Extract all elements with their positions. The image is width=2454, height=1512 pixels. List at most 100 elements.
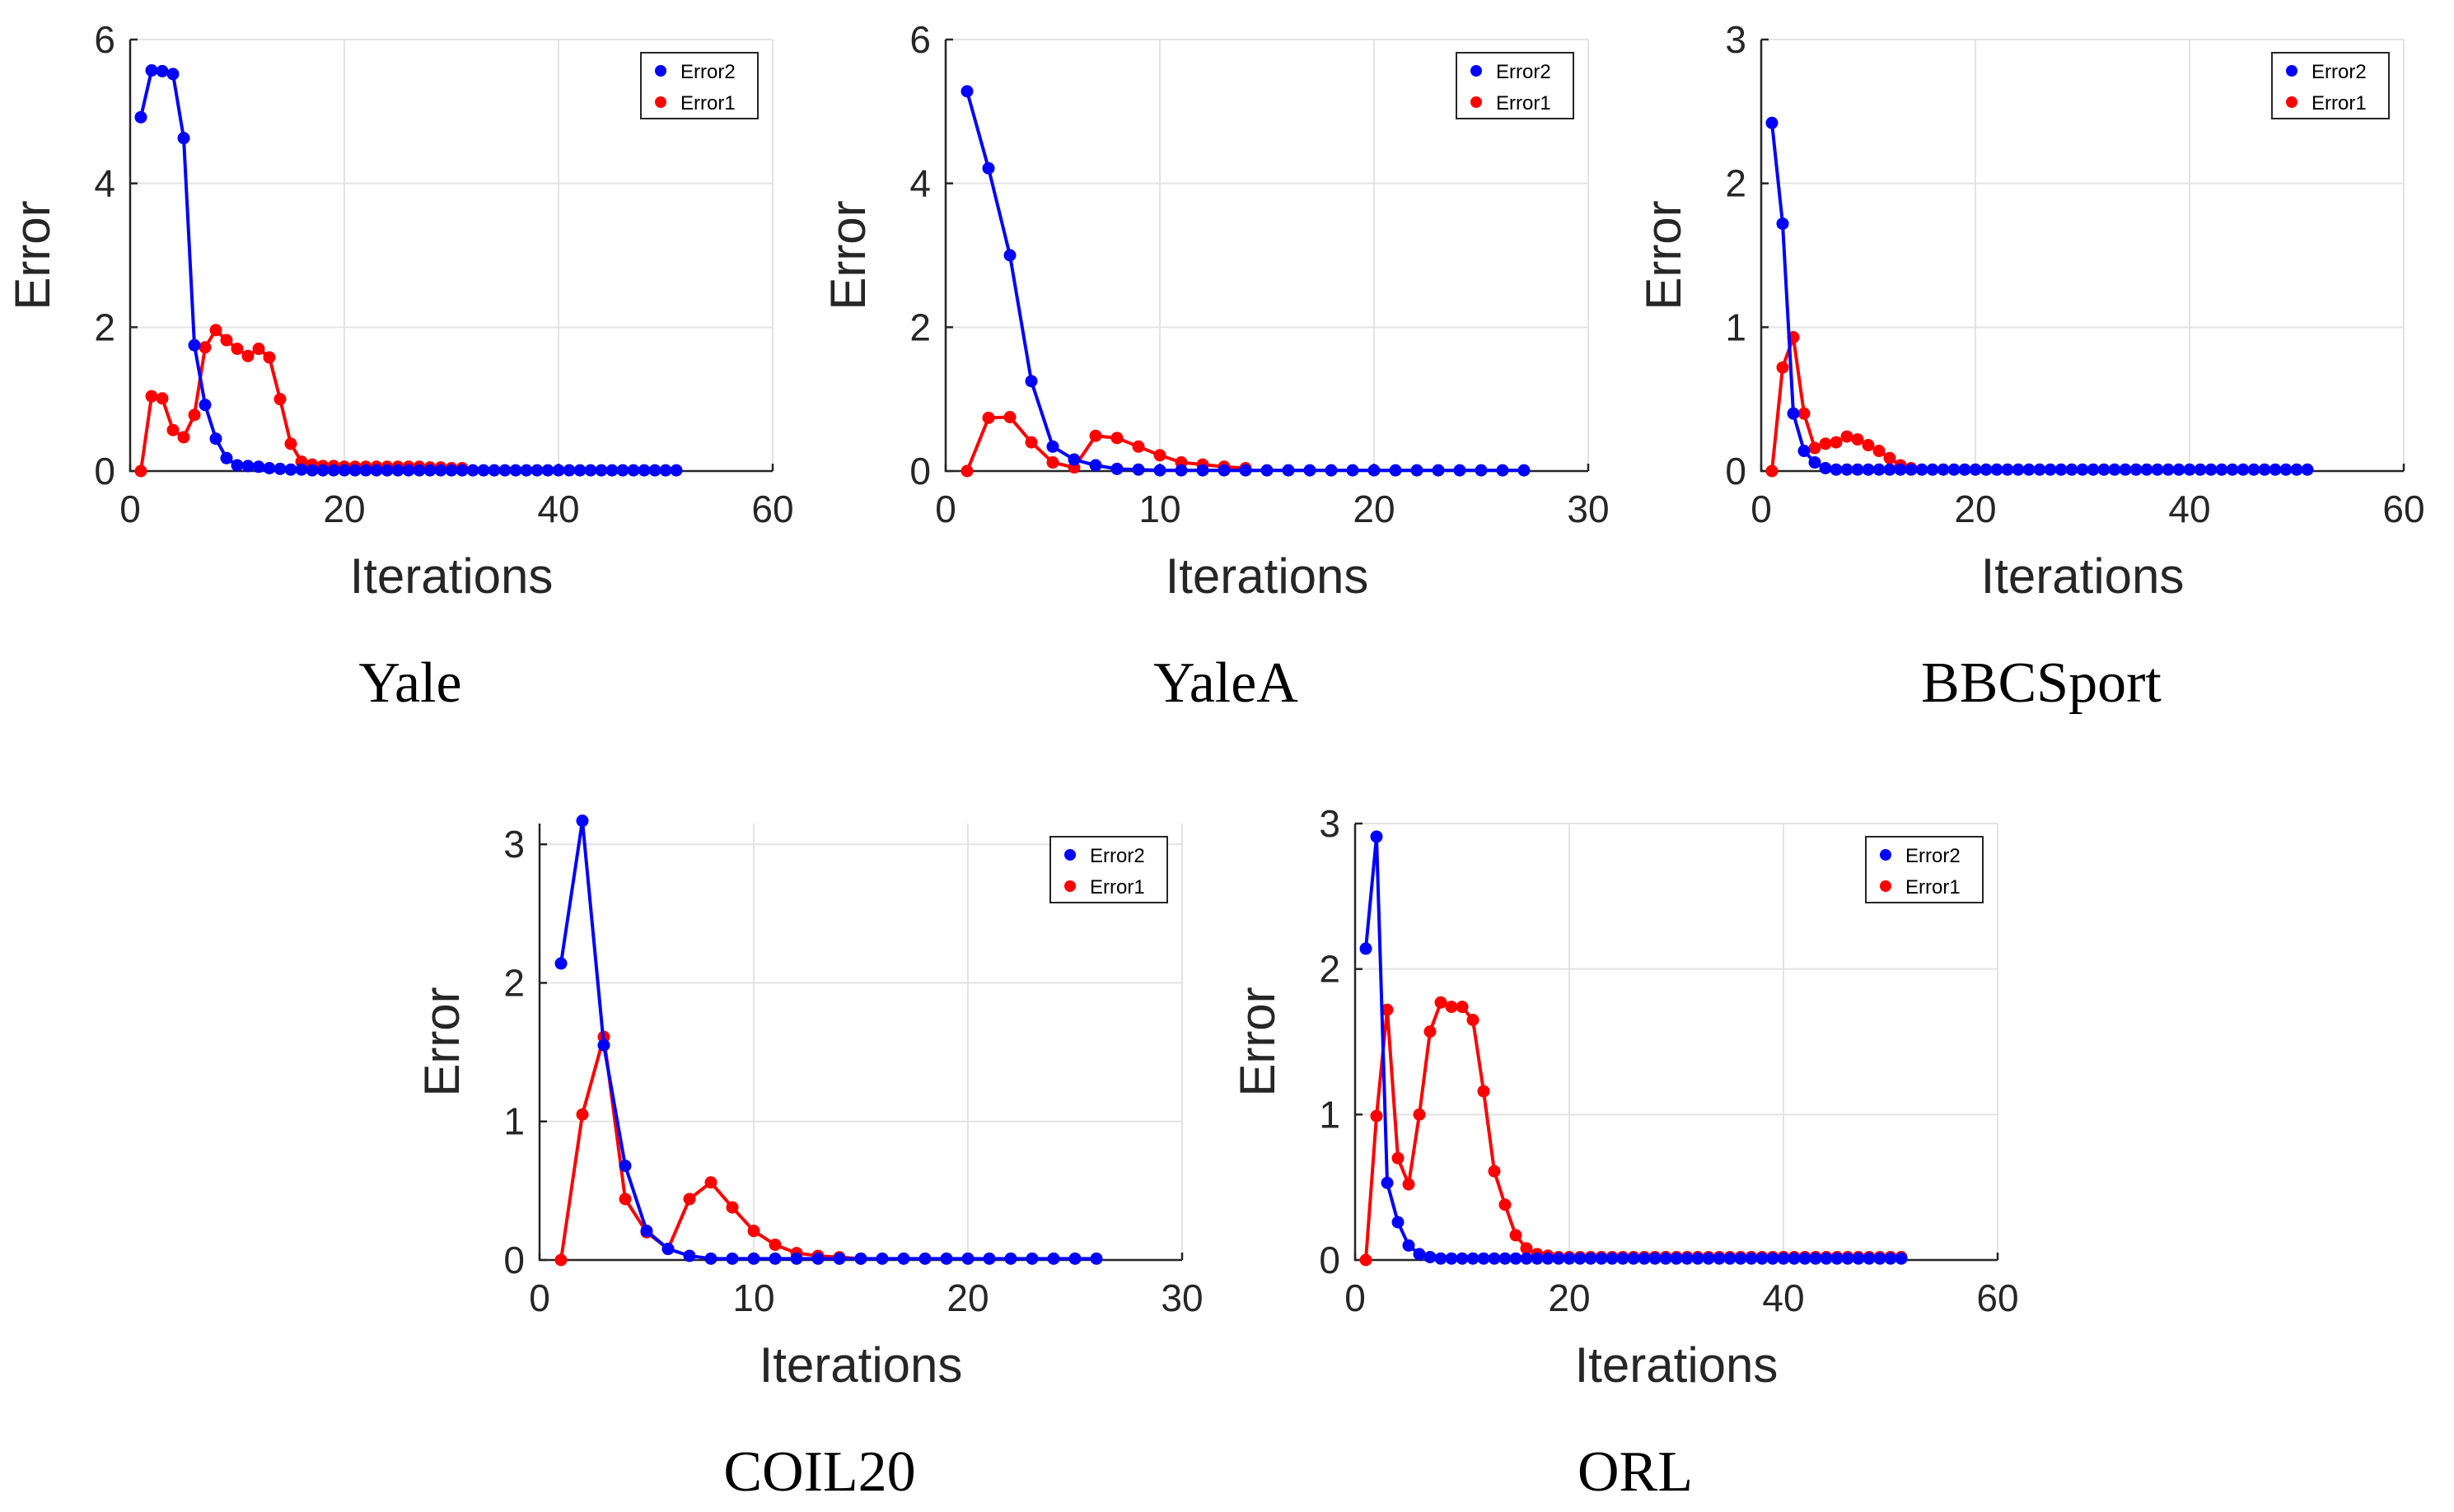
point-error1 [1423,1025,1437,1038]
point-error2 [1432,464,1445,477]
point-error1 [1477,1085,1490,1098]
legend-label-error2: Error2 [2311,61,2367,83]
point-error1 [263,351,276,364]
point-error2 [552,464,565,477]
point-error2 [2204,463,2218,476]
legend-marker-error2 [1064,849,1076,861]
legend: Error2 Error1 [2271,52,2390,119]
legend-marker-error1 [1880,880,1891,892]
point-error1 [1046,456,1059,469]
x-tick-label: 20 [323,488,365,530]
panel-caption: ORL [1578,1440,1693,1504]
point-error1 [1402,1178,1415,1191]
point-error1 [1765,464,1779,478]
point-error2 [2022,463,2036,476]
point-error2 [306,464,319,477]
point-error2 [554,957,568,970]
point-error2 [854,1252,867,1265]
point-error2 [402,464,415,477]
point-error2 [209,432,222,446]
point-error2 [477,464,490,477]
point-error2 [1691,1252,1704,1265]
point-error2 [1713,1252,1726,1265]
point-error2 [1239,464,1252,477]
point-error2 [1026,1252,1039,1265]
point-error2 [1638,1252,1651,1265]
point-error1 [1466,1014,1479,1026]
y-tick-label: 2 [909,306,931,348]
point-error1 [1488,1164,1501,1178]
point-error2 [704,1252,718,1265]
point-error2 [1466,1252,1479,1265]
legend-marker-error1 [2286,96,2297,108]
y-tick-label: 4 [94,162,115,205]
x-tick-label: 40 [1762,1276,1804,1319]
x-tick-label: 20 [1954,488,1996,530]
point-error2 [316,464,330,477]
point-error2 [1766,1252,1779,1265]
point-error2 [1089,459,1102,472]
point-error1 [726,1201,739,1214]
point-error1 [134,464,147,478]
point-error1 [241,349,255,362]
point-error2 [605,464,619,477]
point-error2 [2001,463,2014,476]
x-tick-label: 0 [119,488,141,530]
point-error1 [1872,445,1886,458]
point-error2 [1926,463,1939,476]
point-error2 [597,1038,610,1052]
point-error2 [1498,1252,1512,1265]
point-error2 [1410,464,1423,477]
point-error2 [1670,1252,1683,1265]
point-error2 [1819,462,1832,475]
legend: Error2 Error1 [1865,836,1984,903]
point-error1 [747,1225,760,1238]
point-error2 [370,464,383,477]
point-error2 [1969,463,1982,476]
point-error2 [1852,1252,1865,1265]
point-error2 [638,464,651,477]
x-axis-label: Iterations [760,1337,963,1393]
point-error2 [1370,830,1383,843]
point-error2 [573,464,587,477]
point-error2 [961,1252,975,1265]
point-error2 [1046,440,1059,453]
point-error2 [1381,1176,1394,1189]
point-error1 [1413,1108,1426,1121]
x-axis-label: Iterations [1575,1337,1779,1393]
y-tick-label: 3 [503,823,525,866]
point-error1 [576,1108,589,1121]
point-error2 [1840,463,1853,476]
point-error1 [1359,1253,1372,1267]
point-error2 [520,464,533,477]
point-error2 [1047,1252,1060,1265]
point-error2 [670,464,683,477]
point-error2 [982,161,995,175]
x-tick-label: 20 [947,1276,989,1319]
point-error2 [1595,1252,1608,1265]
point-error2 [456,464,469,477]
point-error2 [2097,463,2110,476]
point-error2 [1423,1250,1437,1263]
y-tick-label: 0 [1725,450,1746,492]
point-error2 [1445,1252,1458,1265]
point-error2 [983,1252,996,1265]
point-error2 [1520,1252,1533,1265]
point-error2 [488,464,501,477]
point-error2 [1003,249,1017,262]
point-error1 [231,343,244,356]
point-error1 [769,1238,782,1251]
point-error2 [1798,1252,1811,1265]
x-tick-label: 40 [537,488,579,530]
point-error2 [273,462,287,475]
x-tick-label: 0 [1751,488,1772,530]
point-error2 [295,463,308,476]
series-line-error2 [139,68,676,473]
point-error1 [1883,451,1896,464]
point-error2 [584,464,597,477]
y-tick-label: 2 [94,306,115,348]
point-error2 [1894,463,1907,476]
legend-label-error2: Error2 [1090,845,1145,867]
point-error2 [2087,463,2100,476]
point-error2 [1788,1252,1801,1265]
